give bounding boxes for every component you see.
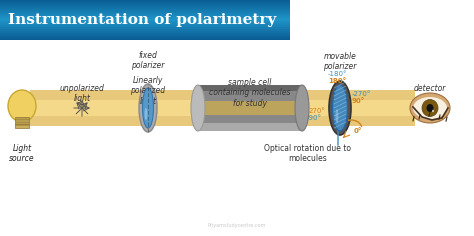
- Bar: [0, 25, 290, 26]
- Ellipse shape: [143, 88, 154, 128]
- Text: Instrumentation of polarimetry: Instrumentation of polarimetry: [8, 13, 276, 27]
- Ellipse shape: [432, 110, 434, 112]
- Bar: [0, 15, 290, 16]
- Ellipse shape: [191, 85, 205, 131]
- Bar: [0, 27, 290, 28]
- Ellipse shape: [332, 85, 347, 131]
- Bar: [198, 123, 302, 131]
- Bar: [0, 17, 290, 18]
- Text: sample cell
containing molecules
for study: sample cell containing molecules for stu…: [209, 78, 291, 108]
- Bar: [0, 11, 290, 12]
- Bar: [30, 90, 415, 126]
- Text: 0°: 0°: [354, 128, 363, 134]
- Ellipse shape: [145, 108, 147, 120]
- Bar: [0, 20, 290, 21]
- Bar: [0, 12, 290, 13]
- Text: 270°: 270°: [309, 108, 326, 114]
- Bar: [0, 22, 290, 23]
- Bar: [15, 117, 29, 124]
- Text: -90°: -90°: [307, 115, 322, 121]
- Bar: [0, 39, 290, 40]
- Bar: [0, 35, 290, 36]
- Bar: [0, 31, 290, 32]
- Ellipse shape: [422, 100, 438, 117]
- Bar: [30, 100, 415, 116]
- Bar: [0, 34, 290, 35]
- Text: Linearly
polarized
light: Linearly polarized light: [130, 76, 165, 106]
- Ellipse shape: [410, 93, 450, 123]
- Text: -270°: -270°: [352, 91, 371, 97]
- Text: unpolarized
light: unpolarized light: [60, 84, 104, 103]
- Bar: [0, 2, 290, 3]
- Bar: [0, 5, 290, 6]
- Bar: [0, 24, 290, 25]
- Bar: [0, 6, 290, 7]
- Text: fixed
polarizer: fixed polarizer: [131, 51, 164, 70]
- Bar: [0, 30, 290, 31]
- Bar: [0, 16, 290, 17]
- Ellipse shape: [427, 104, 434, 112]
- Bar: [0, 26, 290, 27]
- Ellipse shape: [8, 90, 36, 122]
- Bar: [0, 4, 290, 5]
- Bar: [0, 19, 290, 20]
- Text: 180°: 180°: [328, 78, 346, 84]
- Bar: [0, 32, 290, 33]
- Bar: [0, 7, 290, 8]
- Bar: [0, 13, 290, 14]
- Text: Optical rotation due to
molecules: Optical rotation due to molecules: [264, 143, 352, 163]
- Text: -180°: -180°: [328, 71, 347, 77]
- Bar: [0, 28, 290, 29]
- Bar: [0, 37, 290, 38]
- Ellipse shape: [413, 97, 447, 119]
- Bar: [0, 36, 290, 37]
- Bar: [0, 1, 290, 2]
- Ellipse shape: [139, 84, 157, 132]
- Bar: [0, 10, 290, 11]
- Text: 90°: 90°: [352, 98, 365, 104]
- Bar: [0, 38, 290, 39]
- Bar: [0, 29, 290, 30]
- Bar: [0, 0, 290, 1]
- Bar: [0, 23, 290, 24]
- Bar: [0, 3, 290, 4]
- Bar: [0, 18, 290, 19]
- Bar: [198, 85, 302, 91]
- Bar: [0, 33, 290, 34]
- Bar: [0, 14, 290, 15]
- Bar: [198, 85, 302, 131]
- Text: movable
polarizer: movable polarizer: [323, 52, 357, 72]
- Ellipse shape: [336, 109, 338, 123]
- Ellipse shape: [329, 81, 351, 135]
- Bar: [15, 124, 29, 128]
- Bar: [0, 8, 290, 9]
- Bar: [0, 21, 290, 22]
- Text: Light
source: Light source: [9, 144, 35, 163]
- Text: Priyamstudycentre.com: Priyamstudycentre.com: [208, 223, 266, 228]
- Bar: [0, 9, 290, 10]
- Ellipse shape: [295, 85, 309, 131]
- Text: detector: detector: [414, 84, 446, 93]
- Bar: [198, 101, 302, 115]
